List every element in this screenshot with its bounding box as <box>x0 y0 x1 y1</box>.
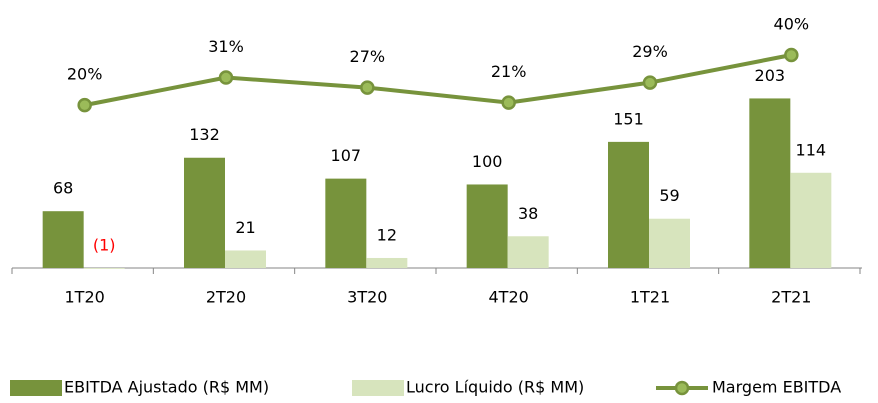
x-tick-label: 1T20 <box>65 288 105 307</box>
bar <box>507 236 549 268</box>
bar <box>325 178 367 268</box>
bar <box>83 268 125 269</box>
line-marker <box>501 95 516 110</box>
data-label: 20% <box>67 65 103 84</box>
data-label: (1) <box>93 236 116 255</box>
data-label: 107 <box>331 146 362 165</box>
data-label: 12 <box>377 225 397 244</box>
line-marker <box>218 70 234 85</box>
line <box>84 53 792 108</box>
legend-marker <box>674 380 690 396</box>
data-label: 151 <box>613 109 644 128</box>
x-tick-label: 1T21 <box>630 288 670 307</box>
bar <box>366 257 408 268</box>
data-label: 132 <box>189 125 220 144</box>
data-label: 21 <box>235 218 255 237</box>
legend-swatch <box>352 380 404 396</box>
legend-label: EBITDA Ajustado (R$ MM) <box>64 378 269 397</box>
bar <box>42 211 84 268</box>
bar <box>749 98 791 268</box>
bar <box>184 157 225 268</box>
data-label: 38 <box>518 204 538 223</box>
data-label: 29% <box>632 42 668 61</box>
line-marker <box>784 47 799 63</box>
data-label: 203 <box>755 66 786 85</box>
bar <box>649 218 690 268</box>
x-tick-label: 4T20 <box>489 288 529 307</box>
data-label: 31% <box>208 37 244 56</box>
x-tick-label: 2T21 <box>771 288 811 307</box>
legend-swatch <box>10 380 62 396</box>
bar <box>608 141 649 268</box>
legend-label: Margem EBITDA <box>712 378 841 397</box>
bar <box>790 172 832 268</box>
line-marker <box>77 97 92 113</box>
data-label: 59 <box>659 186 679 205</box>
line-marker <box>642 75 658 90</box>
data-label: 114 <box>796 140 827 159</box>
x-tick-label: 2T20 <box>206 288 246 307</box>
legend-label: Lucro Líquido (R$ MM) <box>406 378 584 397</box>
x-tick-label: 3T20 <box>347 288 387 307</box>
bar <box>466 184 508 268</box>
data-label: 27% <box>350 47 386 66</box>
data-label: 40% <box>774 15 810 34</box>
data-label: 68 <box>53 179 73 198</box>
data-label: 21% <box>491 62 527 81</box>
line-marker <box>360 80 375 95</box>
data-label: 100 <box>472 152 503 171</box>
bar <box>225 250 266 268</box>
